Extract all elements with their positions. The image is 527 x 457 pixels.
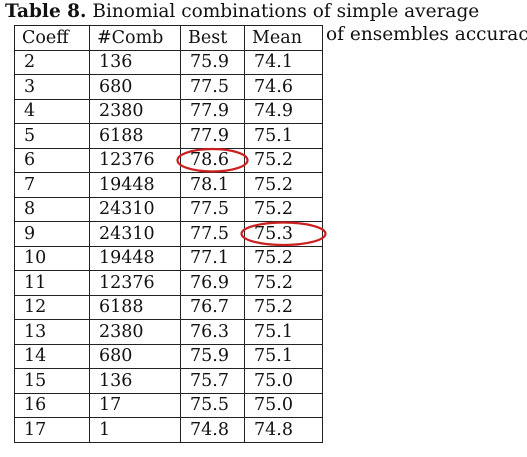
cell-comb: 680	[89, 343, 181, 369]
table-header-row: Coeff #Comb Best Mean	[14, 25, 323, 51]
table-caption-continuation: of ensembles accuracy	[326, 24, 527, 45]
cell-comb: 6188	[89, 123, 181, 149]
cell-mean: 75.0	[244, 392, 323, 418]
cell-comb: 680	[89, 74, 181, 100]
cell-coeff: 9	[14, 221, 90, 247]
table-row: 10 19448 77.1 75.2	[14, 245, 323, 271]
cell-comb: 24310	[89, 221, 181, 247]
cell-comb: 19448	[89, 172, 181, 198]
cell-mean: 74.9	[244, 98, 323, 124]
cell-best: 76.3	[180, 319, 245, 345]
cell-comb: 6188	[89, 294, 181, 320]
cell-best: 75.5	[180, 392, 245, 418]
table-row: 14 680 75.9 75.1	[14, 343, 323, 369]
cell-coeff: 7	[14, 172, 90, 198]
cell-mean: 75.2	[244, 172, 323, 198]
cell-coeff: 8	[14, 196, 90, 222]
cell-mean: 75.2	[244, 270, 323, 296]
cell-coeff: 6	[14, 147, 90, 173]
cell-coeff: 2	[14, 49, 90, 75]
cell-comb: 2380	[89, 98, 181, 124]
header-coeff: Coeff	[14, 25, 90, 51]
table-row: 12 6188 76.7 75.2	[14, 294, 323, 320]
cell-comb: 2380	[89, 319, 181, 345]
table-number-label: Table 8.	[5, 1, 87, 22]
cell-mean: 75.2	[244, 294, 323, 320]
cell-best: 77.9	[180, 123, 245, 149]
cell-coeff: 4	[14, 98, 90, 124]
cell-best: 78.1	[180, 172, 245, 198]
cell-comb: 24310	[89, 196, 181, 222]
table-row: 4 2380 77.9 74.9	[14, 98, 323, 124]
table-row: 9 24310 77.5 75.3	[14, 221, 323, 247]
table-row: 5 6188 77.9 75.1	[14, 123, 323, 149]
cell-best: 77.5	[180, 221, 245, 247]
table-row: 7 19448 78.1 75.2	[14, 172, 323, 198]
results-table: Coeff #Comb Best Mean 2 136 75.9 74.1 3 680 77…	[14, 25, 323, 443]
cell-coeff: 14	[14, 343, 90, 369]
table-caption: Table 8. Binomial combinations of simple…	[5, 1, 479, 23]
cell-best: 77.5	[180, 196, 245, 222]
cell-best: 74.8	[180, 417, 245, 443]
cell-best: 75.7	[180, 368, 245, 394]
header-comb: #Comb	[89, 25, 181, 51]
cell-coeff: 16	[14, 392, 90, 418]
cell-coeff: 15	[14, 368, 90, 394]
cell-mean: 75.2	[244, 196, 323, 222]
table-row: 2 136 75.9 74.1	[14, 49, 323, 75]
cell-comb: 136	[89, 368, 181, 394]
cell-mean: 75.1	[244, 343, 323, 369]
cell-coeff: 5	[14, 123, 90, 149]
cell-best: 76.7	[180, 294, 245, 320]
cell-best: 75.9	[180, 343, 245, 369]
header-mean: Mean	[244, 25, 323, 51]
cell-best: 78.6	[180, 147, 245, 173]
cell-mean: 75.3	[244, 221, 323, 247]
table-caption-text: Binomial combinations of simple average	[92, 1, 480, 22]
table-row: 16 17 75.5 75.0	[14, 392, 323, 418]
table-row: 15 136 75.7 75.0	[14, 368, 323, 394]
table-row: 13 2380 76.3 75.1	[14, 319, 323, 345]
cell-comb: 12376	[89, 270, 181, 296]
cell-mean: 74.8	[244, 417, 323, 443]
cell-mean: 75.2	[244, 245, 323, 271]
cell-mean: 75.1	[244, 319, 323, 345]
cell-best: 77.9	[180, 98, 245, 124]
cell-comb: 12376	[89, 147, 181, 173]
cell-coeff: 11	[14, 270, 90, 296]
cell-comb: 19448	[89, 245, 181, 271]
cell-coeff: 3	[14, 74, 90, 100]
cell-coeff: 12	[14, 294, 90, 320]
cell-comb: 17	[89, 392, 181, 418]
cell-mean: 75.2	[244, 147, 323, 173]
table-row: 3 680 77.5 74.6	[14, 74, 323, 100]
cell-best: 76.9	[180, 270, 245, 296]
table-row: 8 24310 77.5 75.2	[14, 196, 323, 222]
cell-mean: 74.1	[244, 49, 323, 75]
table-row: 17 1 74.8 74.8	[14, 417, 323, 443]
table-row: 11 12376 76.9 75.2	[14, 270, 323, 296]
cell-best: 77.1	[180, 245, 245, 271]
cell-mean: 74.6	[244, 74, 323, 100]
cell-best: 77.5	[180, 74, 245, 100]
cell-best: 75.9	[180, 49, 245, 75]
cell-coeff: 17	[14, 417, 90, 443]
cell-comb: 136	[89, 49, 181, 75]
cell-coeff: 13	[14, 319, 90, 345]
table-row: 6 12376 78.6 75.2	[14, 147, 323, 173]
cell-coeff: 10	[14, 245, 90, 271]
cell-mean: 75.1	[244, 123, 323, 149]
header-best: Best	[180, 25, 245, 51]
cell-comb: 1	[89, 417, 181, 443]
cell-mean: 75.0	[244, 368, 323, 394]
